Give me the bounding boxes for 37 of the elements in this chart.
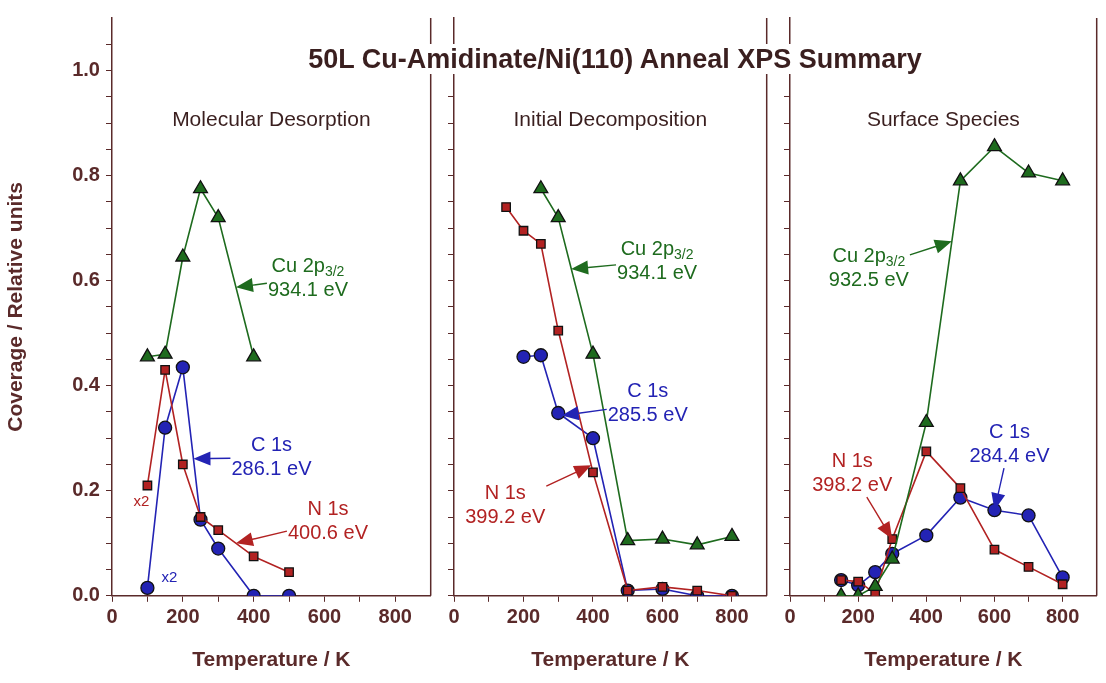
y-tick-label: 0.2 bbox=[72, 478, 100, 501]
text: Molecular Desorption bbox=[172, 106, 371, 130]
x-tick-label: 600 bbox=[645, 605, 680, 628]
x-tick-label: 200 bbox=[166, 605, 200, 628]
x-tick-label: 400 bbox=[576, 605, 610, 628]
x-tick-label: 800 bbox=[378, 605, 412, 628]
y-tick-label: 0.4 bbox=[72, 373, 101, 396]
annotation: N 1s 398.2 eV bbox=[812, 448, 893, 495]
annotation: C 1s 286.1 eV bbox=[231, 433, 313, 480]
x-tick-label: 600 bbox=[307, 605, 342, 628]
x-tick-label: 600 bbox=[977, 605, 1012, 628]
x-tick-label: 200 bbox=[841, 605, 875, 628]
x-tick-label: 400 bbox=[909, 605, 943, 628]
text: Surface Species bbox=[866, 106, 1020, 130]
annotation: C 1s 285.5 eV bbox=[607, 379, 689, 426]
y-tick-label: 0.6 bbox=[72, 268, 100, 291]
annotation: N 1s 400.6 eV bbox=[287, 496, 369, 543]
y-tick-label: 1.0 bbox=[72, 58, 100, 81]
x-tick-label: 400 bbox=[236, 605, 271, 628]
x-tick-label: 0 bbox=[106, 605, 118, 628]
annotation: x2 bbox=[161, 568, 178, 586]
text: 0.0 bbox=[72, 583, 100, 606]
annotation: C 1s 284.4 eV bbox=[969, 419, 1051, 466]
annotation: N 1s 399.2 eV bbox=[465, 480, 546, 527]
x-axis-title: Temperature / K bbox=[192, 647, 351, 671]
x-tick-label: 800 bbox=[1045, 605, 1080, 628]
text: 50L Cu-Amidinate/Ni(110) Anneal XPS Summary bbox=[304, 44, 926, 74]
x-tick-label: 0 bbox=[784, 605, 796, 628]
y-axis-title: Coverage / Relative units bbox=[3, 182, 27, 432]
text: Initial Decomposition bbox=[513, 106, 708, 130]
y-tick-label: 0.8 bbox=[72, 163, 100, 186]
x-tick-label: 0 bbox=[448, 605, 460, 628]
x-tick-label: 200 bbox=[506, 605, 541, 628]
x-axis-title: Temperature / K bbox=[531, 647, 690, 671]
annotation: x2 bbox=[133, 491, 150, 509]
x-axis-title: Temperature / K bbox=[864, 647, 1023, 671]
x-tick-label: 800 bbox=[715, 605, 749, 628]
